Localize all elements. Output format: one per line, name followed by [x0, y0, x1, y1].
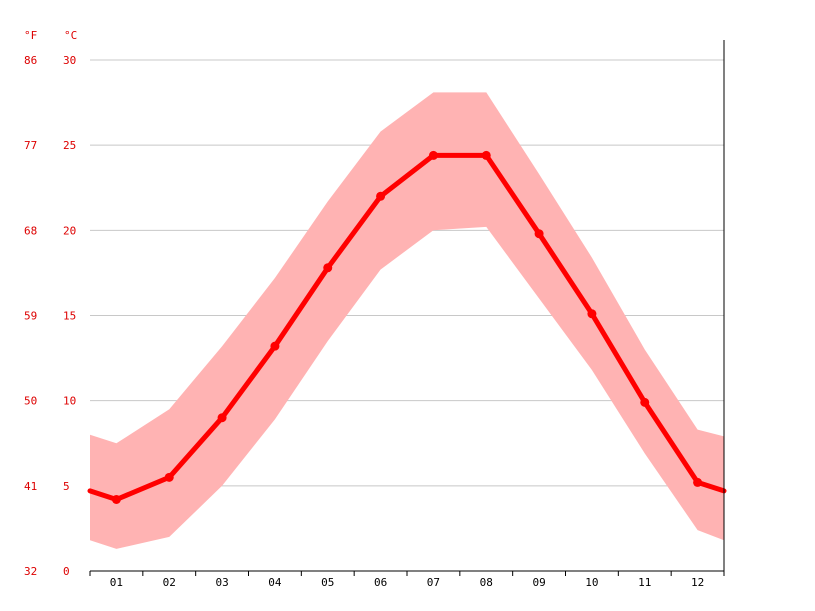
y-tick-label-celsius: 10: [63, 395, 76, 408]
y-tick-label-celsius: 25: [63, 139, 76, 152]
y-tick-label-fahrenheit: 41: [24, 480, 37, 493]
y-tick-label-celsius: 20: [63, 224, 76, 237]
data-point: [640, 397, 650, 407]
x-axis-ticks: 01 02 03 04 05 06 07 08 09 10 11 12: [89, 571, 725, 589]
data-point: [534, 229, 544, 239]
x-tick-label: 11: [638, 576, 651, 589]
data-point: [111, 494, 121, 504]
x-tick-label: 10: [585, 576, 598, 589]
y-tick-label-celsius: 0: [63, 565, 70, 578]
y-tick-label-fahrenheit: 86: [24, 54, 37, 67]
y-tick-label-fahrenheit: 32: [24, 565, 37, 578]
data-point: [481, 150, 491, 160]
y-axis-ticks: 0 32 5 41 10 50 15 59 20 68 25 77 30 86: [24, 54, 76, 578]
data-point: [693, 477, 703, 487]
data-point: [164, 472, 174, 482]
y-tick-label-fahrenheit: 68: [24, 224, 37, 237]
y-tick-label-fahrenheit: 50: [24, 395, 37, 408]
data-point: [270, 341, 280, 351]
x-tick-label: 08: [480, 576, 493, 589]
y-tick-label-celsius: 30: [63, 54, 76, 67]
y-tick-label-celsius: 15: [63, 310, 76, 323]
data-point: [217, 413, 227, 423]
x-tick-label: 02: [163, 576, 176, 589]
unit-label-fahrenheit: °F: [24, 29, 37, 42]
data-point: [376, 191, 386, 201]
data-point: [323, 263, 333, 273]
unit-label-celsius: °C: [64, 29, 77, 42]
y-tick-label-fahrenheit: 77: [24, 139, 37, 152]
x-tick-label: 04: [268, 576, 282, 589]
x-tick-label: 06: [374, 576, 387, 589]
x-tick-label: 03: [215, 576, 228, 589]
data-point: [428, 150, 438, 160]
x-tick-label: 12: [691, 576, 704, 589]
x-tick-label: 07: [427, 576, 440, 589]
y-tick-label-fahrenheit: 59: [24, 310, 37, 323]
average-temperature-points: [111, 150, 703, 504]
temperature-range-band: [90, 92, 724, 549]
data-point: [587, 309, 597, 319]
x-tick-label: 01: [110, 576, 123, 589]
x-tick-label: 05: [321, 576, 334, 589]
y-tick-label-celsius: 5: [63, 480, 70, 493]
x-tick-label: 09: [532, 576, 545, 589]
average-temperature-line: [87, 152, 727, 502]
